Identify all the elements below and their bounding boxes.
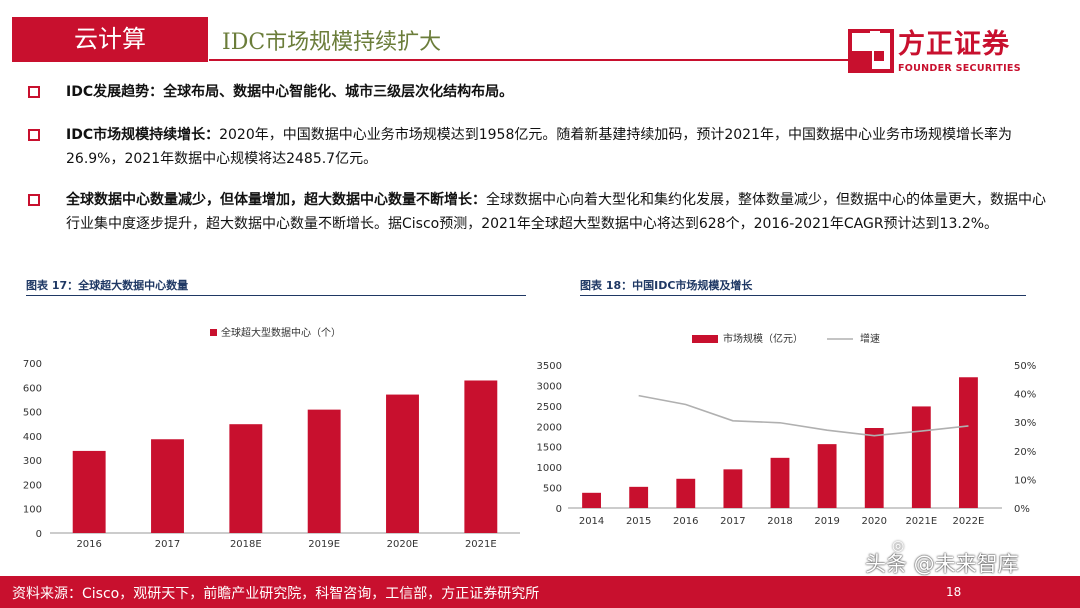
- y-tick-label: 700: [23, 359, 42, 370]
- x-tick-label: 2021E: [905, 516, 937, 527]
- legend-swatch-bar: [692, 335, 718, 343]
- y-tick-label: 100: [23, 505, 42, 516]
- y2-tick-label: 10%: [1014, 475, 1036, 486]
- x-tick-label: 2020E: [387, 539, 419, 550]
- founder-logo-icon: [848, 29, 894, 73]
- bar: [72, 450, 106, 533]
- bullet-square-icon: [28, 129, 40, 141]
- bar: [582, 492, 601, 508]
- bar: [229, 424, 263, 533]
- x-tick-label: 2018E: [230, 539, 262, 550]
- figure-18-title: 图表 18：中国IDC市场规模及增长: [580, 279, 753, 292]
- y-tick-label: 3500: [537, 361, 562, 372]
- bar: [959, 377, 978, 508]
- y2-tick-label: 50%: [1014, 361, 1036, 372]
- bullet-global-dc: 全球数据中心数量减少，但体量增加，超大数据中心数量不断增长：全球数据中心向着大型…: [28, 188, 1048, 236]
- page-title: IDC市场规模持续扩大: [222, 30, 442, 55]
- bar: [770, 457, 790, 508]
- y2-tick-label: 0%: [1014, 504, 1030, 515]
- figure-17-divider: [26, 295, 526, 296]
- bar: [817, 444, 837, 508]
- chart-global-hyperscale-dc: 全球超大型数据中心（个） 0 100 200 300 400 500 600 700 2016 20…: [23, 326, 520, 550]
- y-tick-label: 500: [543, 484, 562, 495]
- page-number: 18: [946, 585, 962, 599]
- x-tick-label: 2018: [767, 516, 792, 527]
- y-tick-label: 600: [23, 383, 42, 394]
- bullet-bold-text: 全球数据中心数量减少，但体量增加，超大数据中心数量不断增长：: [66, 192, 486, 208]
- bullet-bold-text: IDC发展趋势：全球布局、数据中心智能化、城市三级层次化结构布局。: [66, 84, 514, 100]
- x-tick-label: 2022E: [953, 516, 985, 527]
- bar: [911, 406, 931, 508]
- y2-tick-label: 40%: [1014, 390, 1036, 401]
- y-tick-label: 400: [23, 432, 42, 443]
- section-tag: 云计算: [12, 17, 208, 62]
- x-tick-label: 2017: [155, 539, 180, 550]
- bar: [307, 409, 341, 533]
- legend-label-bar: 市场规模（亿元）: [723, 332, 803, 345]
- x-tick-label: 2016: [673, 516, 698, 527]
- x-tick-label: 2019E: [308, 539, 340, 550]
- y-tick-label: 300: [23, 456, 42, 467]
- x-tick-label: 2020: [861, 516, 886, 527]
- figure-17-title: 图表 17：全球超大数据中心数量: [26, 279, 189, 292]
- bar: [386, 394, 419, 533]
- bullet-text: 全球数据中心向着大型化和集约化发展，整体数量减少，但数据中心的体量更大，数据中心…: [66, 192, 1046, 232]
- x-tick-label: 2015: [626, 516, 651, 527]
- x-tick-label: 2019: [814, 516, 839, 527]
- x-tick-label: 2016: [76, 539, 101, 550]
- chart-china-idc-market: 市场规模（亿元） 增速 0 500 1000 1500 2000 2500 3000 3500 0%…: [537, 332, 1037, 527]
- legend-label-line: 增速: [860, 332, 880, 345]
- bullet-bold-text: IDC市场规模持续增长：: [66, 127, 220, 143]
- y2-tick-label: 30%: [1014, 418, 1036, 429]
- y-tick-label: 3000: [537, 381, 562, 392]
- x-tick-label: 2017: [720, 516, 745, 527]
- y-tick-label: 2000: [537, 422, 562, 433]
- x-tick-label: 2021E: [465, 539, 497, 550]
- bullet-square-icon: [28, 86, 40, 98]
- bullet-square-icon: [28, 194, 40, 206]
- y-tick-label: 0: [556, 504, 562, 515]
- logo-text-cn: 方正证券: [898, 29, 1010, 60]
- growth-line: [638, 394, 969, 437]
- watermark-icon: ◎: [892, 538, 905, 554]
- y2-tick-label: 20%: [1014, 447, 1036, 458]
- y-tick-label: 200: [23, 480, 42, 491]
- bullet-idc-trend: IDC发展趋势：全球布局、数据中心智能化、城市三级层次化结构布局。: [28, 80, 1048, 104]
- bar: [151, 439, 184, 533]
- y-tick-label: 1500: [537, 443, 562, 454]
- y-tick-label: 0: [36, 529, 42, 540]
- bar: [864, 428, 884, 508]
- x-tick-label: 2014: [579, 516, 604, 527]
- bar: [464, 380, 498, 533]
- y-tick-label: 1000: [537, 463, 562, 474]
- y-tick-label: 2500: [537, 402, 562, 413]
- footer-bar: 资料来源：Cisco，观研天下，前瞻产业研究院，科智咨询，工信部，方正证券研究所…: [0, 576, 1080, 608]
- header-divider: [209, 59, 855, 61]
- figure-18-divider: [580, 295, 1026, 296]
- bullet-idc-market: IDC市场规模持续增长：2020年，中国数据中心业务市场规模达到1958亿元。随…: [28, 123, 1048, 171]
- bullet-text: 2020年，中国数据中心业务市场规模达到1958亿元。随着新基建持续加码，预计2…: [66, 127, 1012, 167]
- bar: [676, 478, 696, 508]
- bar: [629, 486, 649, 508]
- legend-swatch: [210, 329, 217, 336]
- legend-label: 全球超大型数据中心（个）: [221, 326, 341, 339]
- founder-logo: 方正证券 FOUNDER SECURITIES: [848, 27, 1028, 77]
- logo-text-en: FOUNDER SECURITIES: [898, 63, 1021, 74]
- source-note: 资料来源：Cisco，观研天下，前瞻产业研究院，科智咨询，工信部，方正证券研究所: [12, 586, 540, 602]
- watermark: 头条 @未来智库: [865, 552, 1019, 576]
- bar: [723, 469, 743, 508]
- y-tick-label: 500: [23, 408, 42, 419]
